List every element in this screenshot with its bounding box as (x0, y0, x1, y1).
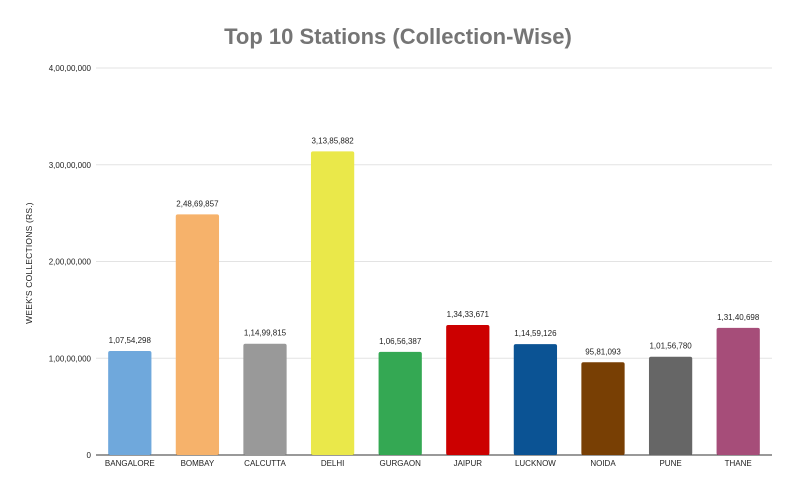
x-tick-label: DELHI (321, 459, 345, 468)
data-label: 1,01,56,780 (649, 342, 692, 351)
bar-bangalore (108, 350, 152, 455)
bar-pune (648, 356, 693, 455)
data-labels: 1,07,54,298 2,48,69,857 1,14,99,815 3,13,85… (109, 136, 760, 356)
x-tick-label: LUCKNOW (515, 459, 556, 468)
chart-title: Top 10 Stations (Collection-Wise) (224, 24, 572, 49)
y-tick-label: 3,00,00,000 (49, 161, 92, 170)
y-axis-ticks: 0 1,00,00,000 2,00,00,000 3,00,00,000 4,00,0… (49, 64, 92, 460)
y-tick-label: 2,00,00,000 (49, 258, 92, 267)
bar-bombay (175, 214, 220, 455)
bar-gurgaon (378, 351, 422, 455)
x-tick-label: BANGALORE (105, 459, 155, 468)
x-tick-label: THANE (725, 459, 752, 468)
bar-noida (581, 362, 625, 455)
x-axis-ticks: BANGALORE BOMBAY CALCUTTA DELHI GURGAON JAIPU… (105, 459, 752, 468)
data-label: 1,07,54,298 (109, 336, 152, 345)
bars (108, 151, 760, 455)
x-tick-label: NOIDA (590, 459, 616, 468)
bar-thane (716, 327, 760, 455)
x-tick-label: GURGAON (380, 459, 422, 468)
data-label: 1,34,33,671 (447, 310, 490, 319)
data-label: 1,06,56,387 (379, 337, 422, 346)
data-label: 2,48,69,857 (176, 199, 219, 208)
x-tick-label: CALCUTTA (244, 459, 286, 468)
bar-jaipur (446, 325, 490, 455)
y-tick-label: 1,00,00,000 (49, 354, 92, 363)
bar-calcutta (243, 343, 287, 455)
x-tick-label: JAIPUR (454, 459, 483, 468)
y-axis-label: WEEK'S COLLECTIONS (RS.) (24, 202, 34, 324)
x-tick-label: PUNE (659, 459, 681, 468)
data-label: 95,81,093 (585, 347, 621, 356)
bar-delhi (310, 151, 355, 455)
bar-lucknow (513, 344, 558, 455)
y-tick-label: 4,00,00,000 (49, 64, 92, 73)
y-tick-label: 0 (87, 451, 92, 460)
data-label: 1,14,99,815 (244, 329, 287, 338)
data-label: 1,14,59,126 (514, 329, 557, 338)
x-tick-label: BOMBAY (181, 459, 215, 468)
data-label: 3,13,85,882 (311, 136, 354, 145)
data-label: 1,31,40,698 (717, 313, 760, 322)
